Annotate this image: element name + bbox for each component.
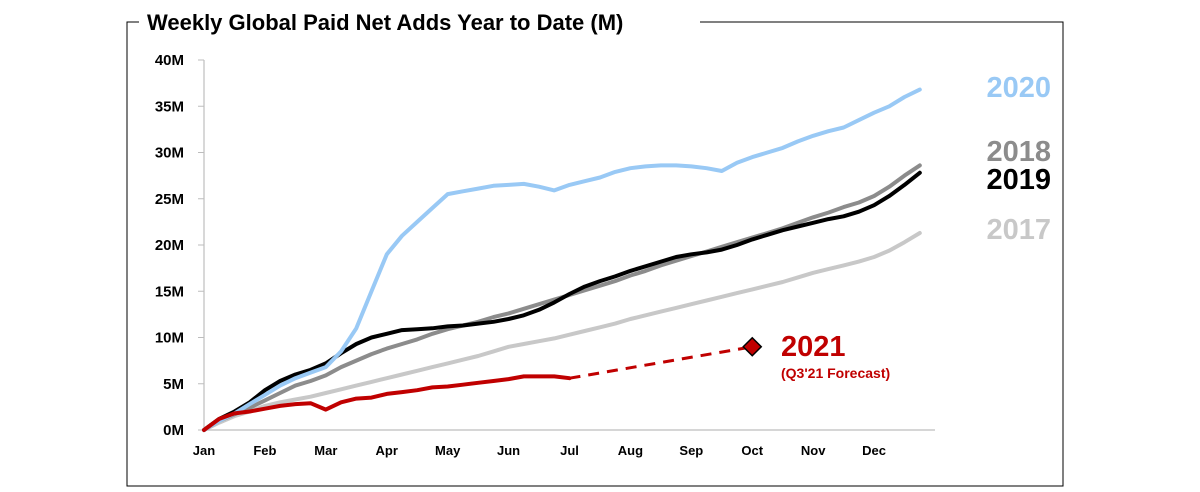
x-axis-ticks: Jan Feb Mar Apr May Jun Jul Aug Sep Oct Nov Dec <box>193 443 886 458</box>
y-tick-label: 15M <box>155 283 184 300</box>
series-label-2019: 2019 <box>986 164 1051 196</box>
y-axis-ticks: 0M 5M 10M 15M 20M 25M 30M 35M 40M <box>155 52 204 439</box>
series-lines <box>202 87 922 432</box>
forecast-diamond-marker <box>742 336 763 357</box>
y-tick-label: 25M <box>155 191 184 208</box>
series-line-2019 <box>202 170 922 432</box>
x-tick-label: Dec <box>862 443 886 458</box>
chart-title: Weekly Global Paid Net Adds Year to Date… <box>147 10 623 35</box>
y-tick-label: 0M <box>163 422 184 439</box>
series-label-2020: 2020 <box>986 72 1051 104</box>
series-line-2021 <box>202 374 572 432</box>
y-tick-label: 20M <box>155 237 184 254</box>
y-tick-label: 30M <box>155 145 184 162</box>
chart-frame <box>126 21 1064 487</box>
x-tick-label: Feb <box>253 443 276 458</box>
x-tick-label: Jul <box>560 443 579 458</box>
forecast-sublabel: (Q3'21 Forecast) <box>781 365 890 381</box>
x-tick-label: Apr <box>376 443 398 458</box>
y-tick-label: 5M <box>163 376 184 393</box>
y-tick-label: 10M <box>155 330 184 347</box>
forecast-annotation: 2021 (Q3'21 Forecast) <box>742 331 890 381</box>
x-tick-label: May <box>435 443 461 458</box>
axes <box>203 60 935 431</box>
x-tick-label: Jan <box>193 443 215 458</box>
series-line-2021-forecast <box>569 345 753 380</box>
x-tick-label: Mar <box>314 443 337 458</box>
x-tick-label: Aug <box>618 443 643 458</box>
x-tick-label: Jun <box>497 443 520 458</box>
y-tick-label: 40M <box>155 52 184 69</box>
x-tick-label: Nov <box>801 443 826 458</box>
series-label-2018: 2018 <box>986 136 1051 168</box>
series-label-2017: 2017 <box>986 214 1051 246</box>
series-line-2017 <box>202 231 922 432</box>
series-line-2020 <box>202 87 922 432</box>
frame-border <box>126 21 1064 487</box>
x-tick-label: Oct <box>741 443 763 458</box>
forecast-label: 2021 <box>781 331 846 363</box>
y-tick-label: 35M <box>155 98 184 115</box>
x-tick-label: Sep <box>679 443 703 458</box>
